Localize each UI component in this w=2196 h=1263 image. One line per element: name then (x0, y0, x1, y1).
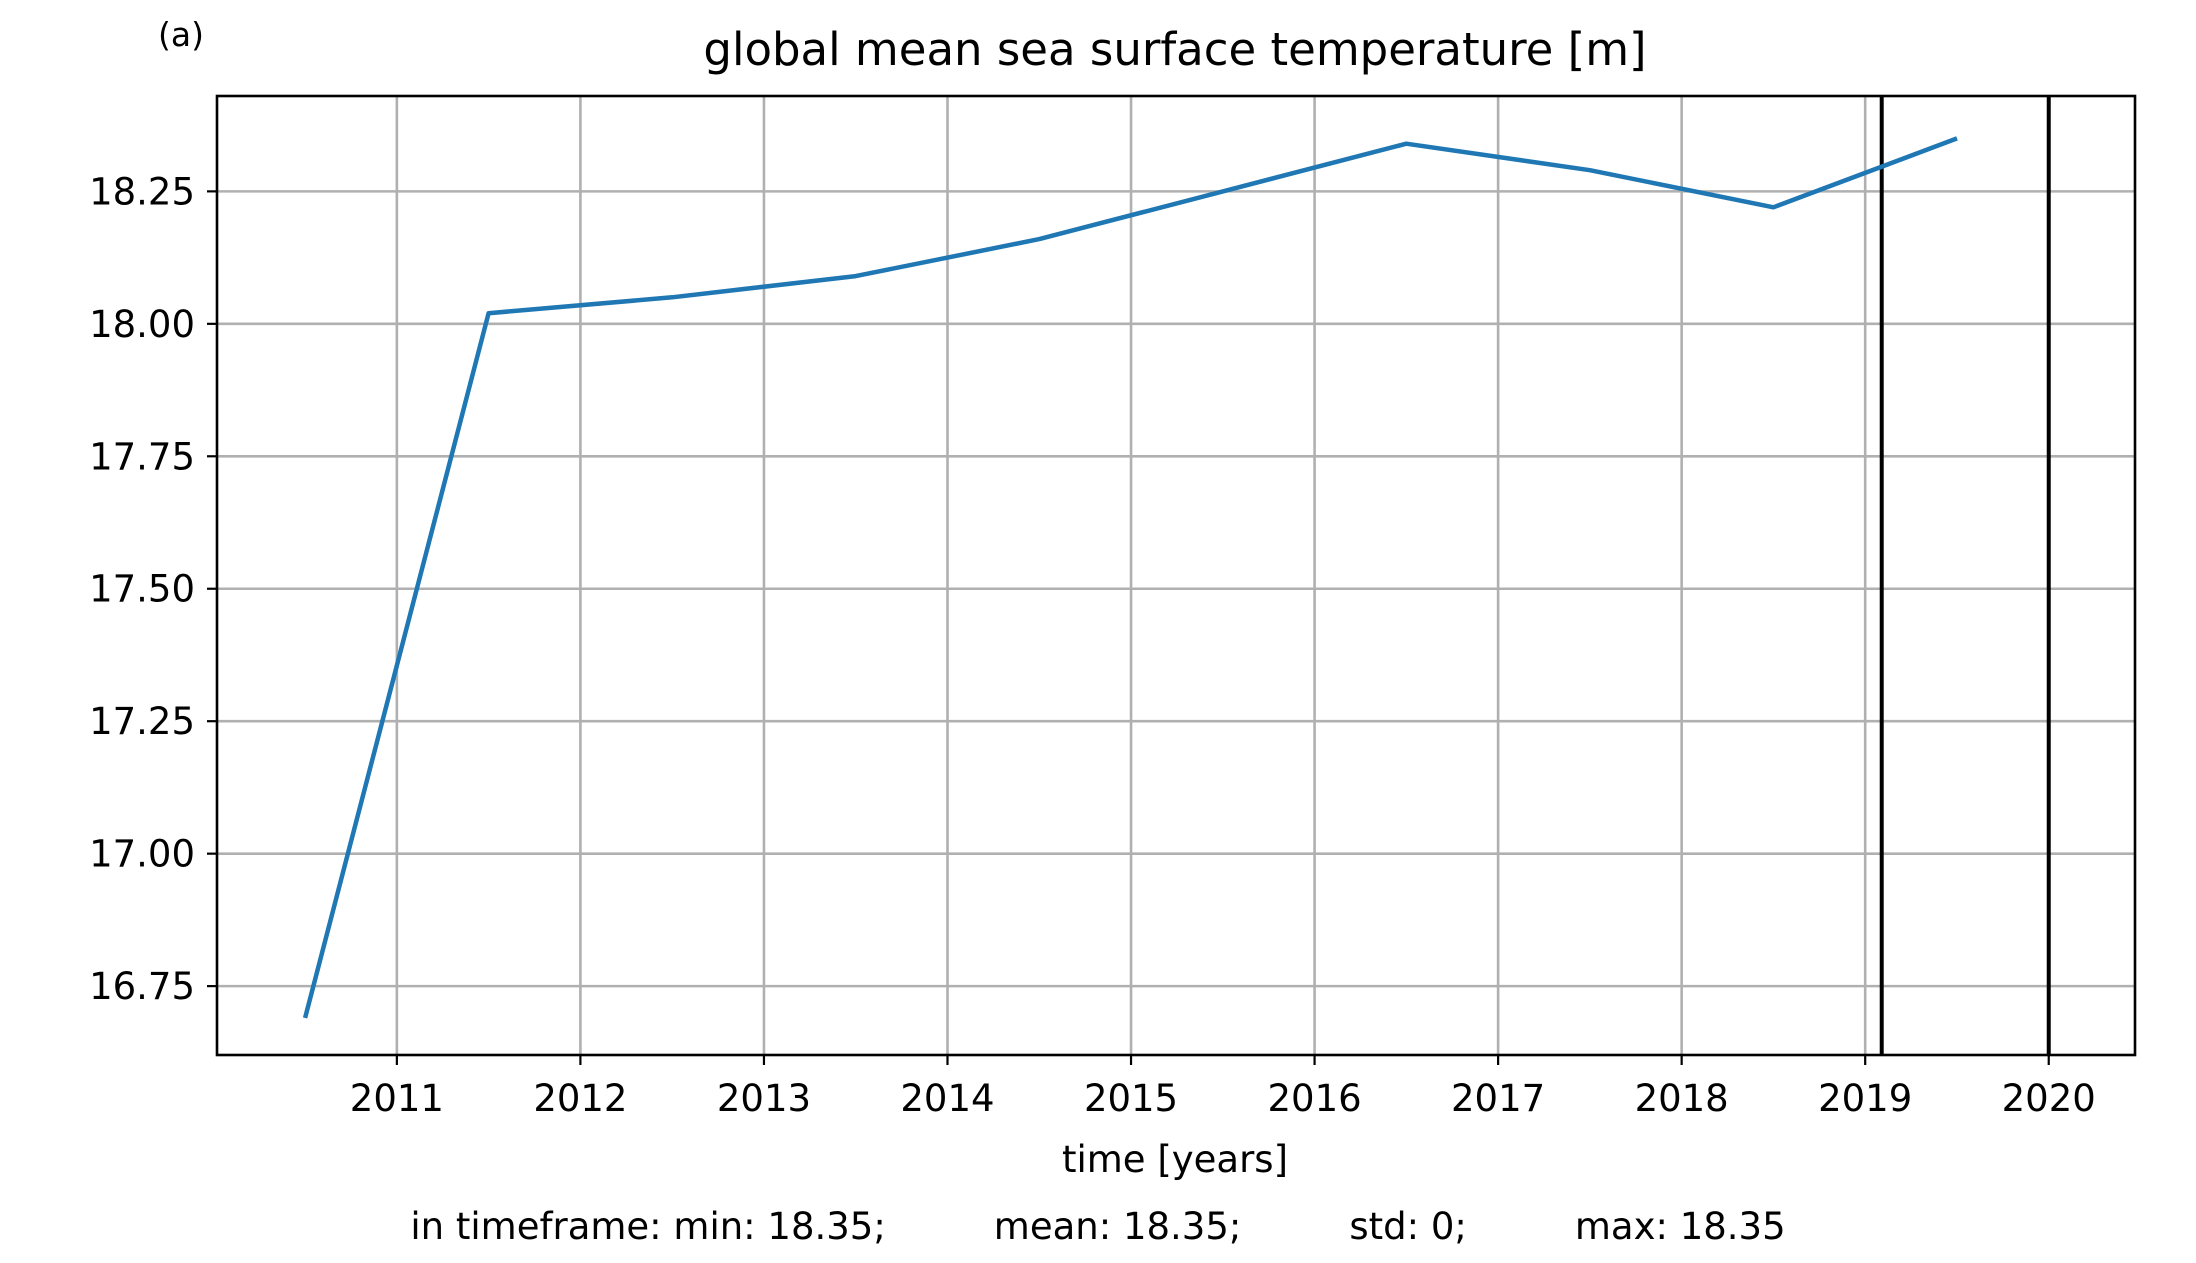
stats-max: max: 18.35 (1574, 1204, 1786, 1248)
x-tick-label: 2013 (717, 1077, 811, 1120)
y-tick-label: 18.00 (89, 303, 195, 346)
series-line (302, 136, 1958, 1019)
stats-min: in timeframe: min: 18.35; (410, 1204, 886, 1248)
vertical-markers (1879, 96, 2051, 1055)
x-axis-label: time [years] (1062, 1138, 1288, 1181)
stats-std: std: 0; (1349, 1204, 1467, 1248)
y-tick-label: 18.25 (89, 170, 195, 213)
ticks: 2011 2012 2013 2014 2015 2016 2017 2018 2019 2020… (89, 170, 2096, 1120)
y-tick-label: 17.50 (89, 568, 195, 611)
grid (217, 96, 2135, 1055)
x-tick-label: 2017 (1451, 1077, 1545, 1120)
panel-label: (a) (158, 15, 204, 54)
x-tick-label: 2018 (1635, 1077, 1729, 1120)
x-tick-label: 2012 (533, 1077, 627, 1120)
y-tick-label: 17.75 (89, 435, 195, 478)
y-tick-label: 16.75 (89, 965, 195, 1008)
chart-title: global mean sea surface temperature [m] (703, 23, 1646, 76)
x-tick-label: 2016 (1267, 1077, 1361, 1120)
x-tick-label: 2019 (1818, 1077, 1912, 1120)
x-tick-label: 2015 (1084, 1077, 1178, 1120)
x-tick-label: 2014 (900, 1077, 994, 1120)
y-tick-label: 17.00 (89, 833, 195, 876)
stats-mean: mean: 18.35; (993, 1204, 1242, 1248)
series-layer (302, 136, 1958, 1019)
y-tick-label: 17.25 (89, 700, 195, 743)
x-tick-label: 2020 (2002, 1077, 2096, 1120)
plot-frame (215, 94, 2137, 1057)
stats-footer: in timeframe: min: 18.35; mean: 18.35; s… (0, 1196, 2196, 1256)
x-tick-label: 2011 (350, 1077, 444, 1120)
